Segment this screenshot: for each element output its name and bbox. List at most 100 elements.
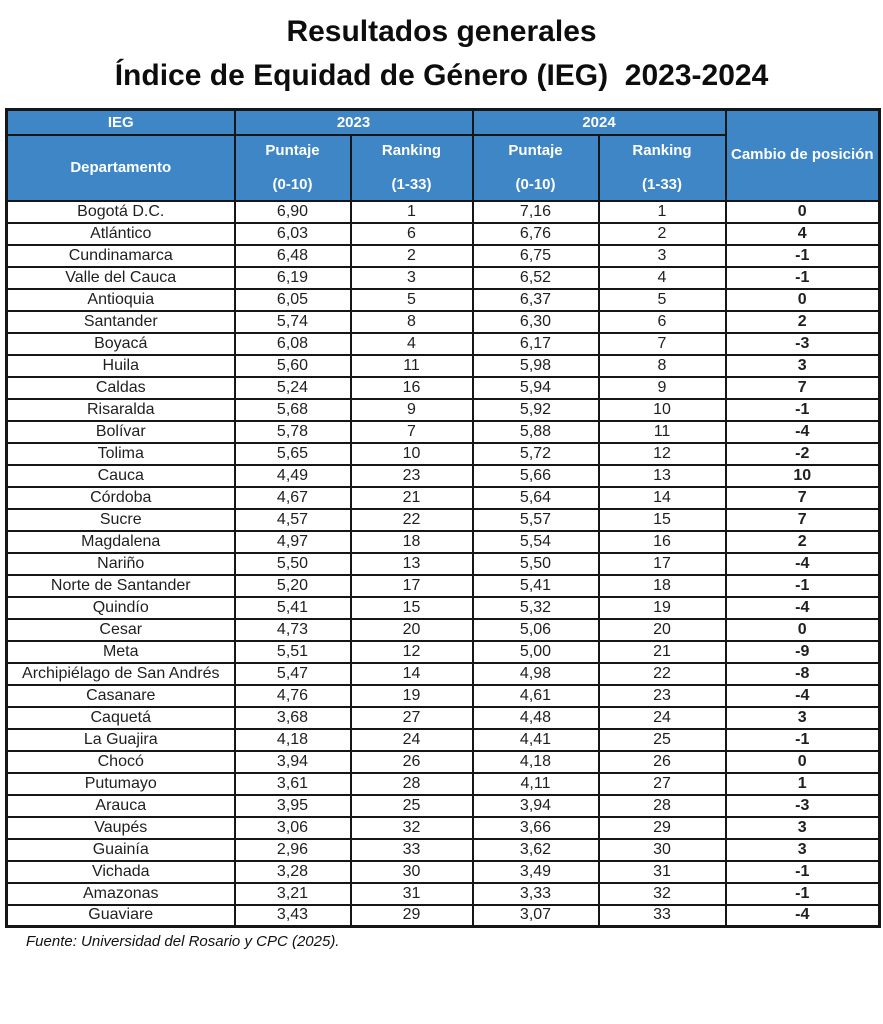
cell-ranking-2024: 20 (597, 617, 727, 642)
cell-departamento: Bolívar (5, 419, 236, 444)
cell-puntaje-2023: 5,78 (233, 419, 352, 444)
cell-cambio: 7 (724, 375, 881, 400)
cell-cambio: 1 (724, 771, 881, 796)
ieg-results-table: IEG 2023 2024 Cambio de posición Departa… (5, 108, 881, 928)
table-row: Arauca 3,95 25 3,94 28 -3 (5, 793, 881, 818)
cell-cambio: -1 (724, 859, 881, 884)
cell-departamento: Guainía (5, 837, 236, 862)
cell-puntaje-2023: 5,74 (233, 309, 352, 334)
ranking-2024-header-wrap: Ranking (1-33) (601, 137, 724, 199)
cell-ranking-2023: 3 (349, 265, 474, 290)
cell-ranking-2023: 23 (349, 463, 474, 488)
cell-puntaje-2023: 6,48 (233, 243, 352, 268)
table-row: Vichada 3,28 30 3,49 31 -1 (5, 859, 881, 884)
cell-cambio: -4 (724, 683, 881, 708)
cell-cambio: 0 (724, 617, 881, 642)
cell-ranking-2024: 28 (597, 793, 727, 818)
cell-puntaje-2024: 6,17 (471, 331, 600, 356)
puntaje-range: (0-10) (272, 175, 313, 193)
cell-puntaje-2024: 5,98 (471, 353, 600, 378)
cell-puntaje-2024: 5,41 (471, 573, 600, 598)
cell-ranking-2023: 32 (349, 815, 474, 840)
cell-departamento: Córdoba (5, 485, 236, 510)
cell-ranking-2023: 21 (349, 485, 474, 510)
cell-cambio: 7 (724, 507, 881, 532)
cell-departamento: Casanare (5, 683, 236, 708)
table-row: Atlántico 6,03 6 6,76 2 4 (5, 221, 881, 246)
header-group-row: IEG 2023 2024 Cambio de posición (5, 108, 881, 202)
cell-ranking-2024: 22 (597, 661, 727, 686)
cell-ranking-2024: 12 (597, 441, 727, 466)
cell-cambio: -9 (724, 639, 881, 664)
cell-ranking-2024: 33 (597, 903, 727, 928)
cell-puntaje-2023: 4,18 (233, 727, 352, 752)
cell-cambio: 2 (724, 529, 881, 554)
table-row: Norte de Santander 5,20 17 5,41 18 -1 (5, 573, 881, 598)
cell-puntaje-2024: 5,32 (471, 595, 600, 620)
ranking-range: (1-33) (641, 175, 682, 193)
cell-puntaje-2024: 5,92 (471, 397, 600, 422)
table-row: Casanare 4,76 19 4,61 23 -4 (5, 683, 881, 708)
header-cambio-posicion: Cambio de posición (724, 108, 881, 202)
cell-departamento: Guaviare (5, 903, 236, 928)
cell-cambio: 7 (724, 485, 881, 510)
table-row: Antioquia 6,05 5 6,37 5 0 (5, 287, 881, 312)
cell-cambio: 10 (724, 463, 881, 488)
cell-puntaje-2023: 5,41 (233, 595, 352, 620)
cell-ranking-2023: 7 (349, 419, 474, 444)
cell-cambio: 3 (724, 837, 881, 862)
cell-puntaje-2023: 4,67 (233, 485, 352, 510)
cell-puntaje-2024: 5,72 (471, 441, 600, 466)
cell-puntaje-2024: 5,88 (471, 419, 600, 444)
cell-cambio: -2 (724, 441, 881, 466)
cell-puntaje-2024: 5,94 (471, 375, 600, 400)
cell-puntaje-2023: 4,73 (233, 617, 352, 642)
cell-departamento: Boyacá (5, 331, 236, 356)
cell-puntaje-2023: 5,60 (233, 353, 352, 378)
cell-ranking-2023: 12 (349, 639, 474, 664)
cell-ranking-2024: 21 (597, 639, 727, 664)
cell-puntaje-2024: 5,00 (471, 639, 600, 664)
cell-puntaje-2023: 5,47 (233, 661, 352, 686)
cell-ranking-2023: 6 (349, 221, 474, 246)
cell-ranking-2024: 15 (597, 507, 727, 532)
table-row: Cauca 4,49 23 5,66 13 10 (5, 463, 881, 488)
table-row: Bolívar 5,78 7 5,88 11 -4 (5, 419, 881, 444)
cell-ranking-2024: 29 (597, 815, 727, 840)
cell-cambio: -1 (724, 573, 881, 598)
cell-puntaje-2024: 3,49 (471, 859, 600, 884)
cell-puntaje-2023: 6,19 (233, 265, 352, 290)
cell-ranking-2023: 14 (349, 661, 474, 686)
cell-puntaje-2023: 4,57 (233, 507, 352, 532)
cell-departamento: Caldas (5, 375, 236, 400)
cell-ranking-2023: 18 (349, 529, 474, 554)
table-row: Cundinamarca 6,48 2 6,75 3 -1 (5, 243, 881, 268)
cell-cambio: -4 (724, 419, 881, 444)
cell-puntaje-2023: 6,05 (233, 287, 352, 312)
cell-puntaje-2023: 5,51 (233, 639, 352, 664)
cell-ranking-2023: 27 (349, 705, 474, 730)
cell-departamento: Santander (5, 309, 236, 334)
puntaje-2023-header-wrap: Puntaje (0-10) (237, 137, 349, 199)
table-body: Bogotá D.C. 6,90 1 7,16 1 0 Atlántico 6,03 6 6,76… (5, 199, 881, 928)
cell-departamento: Cundinamarca (5, 243, 236, 268)
cell-ranking-2024: 31 (597, 859, 727, 884)
cell-puntaje-2023: 3,94 (233, 749, 352, 774)
cell-puntaje-2024: 3,62 (471, 837, 600, 862)
title-line-1: Resultados generales (286, 15, 597, 48)
table-row: Boyacá 6,08 4 6,17 7 -3 (5, 331, 881, 356)
cell-puntaje-2024: 5,06 (471, 617, 600, 642)
table-row: Archipiélago de San Andrés 5,47 14 4,98 22 -8 (5, 661, 881, 686)
cell-departamento: Arauca (5, 793, 236, 818)
cell-puntaje-2023: 5,24 (233, 375, 352, 400)
header-year-2024: 2024 (471, 108, 727, 136)
puntaje-label: Puntaje (508, 141, 563, 159)
cell-puntaje-2023: 3,95 (233, 793, 352, 818)
cell-ranking-2024: 19 (597, 595, 727, 620)
cell-ranking-2024: 8 (597, 353, 727, 378)
cell-puntaje-2024: 6,75 (471, 243, 600, 268)
cell-ranking-2023: 11 (349, 353, 474, 378)
cell-puntaje-2023: 5,20 (233, 573, 352, 598)
header-ranking-2024: Ranking (1-33) (597, 133, 727, 202)
cell-ranking-2024: 32 (597, 881, 727, 906)
